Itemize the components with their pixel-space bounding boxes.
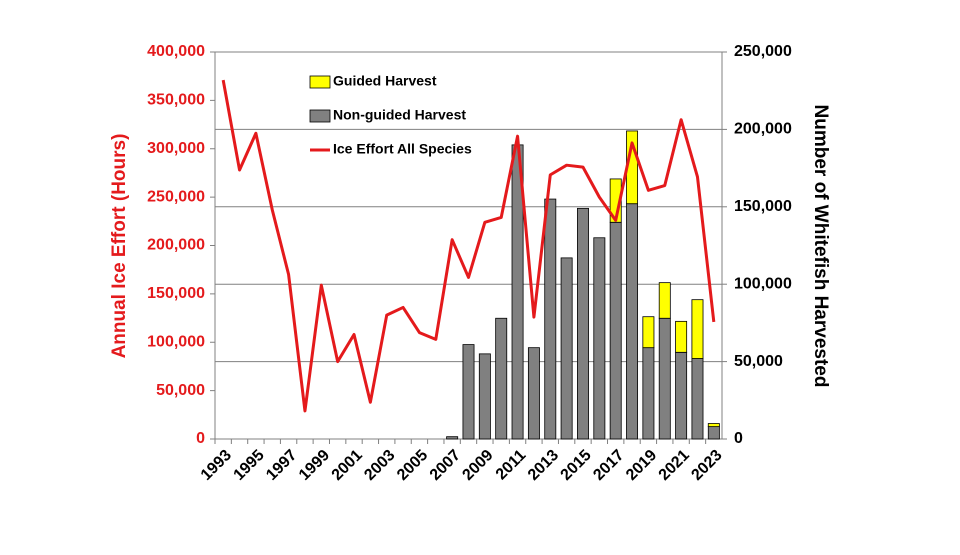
y-tick-label: 50,000 <box>156 382 205 399</box>
y2-tick-label: 150,000 <box>734 198 792 215</box>
x-tick-label: 2001 <box>329 447 366 484</box>
x-tick-label: 2019 <box>623 447 660 484</box>
y-tick-label: 0 <box>196 430 205 447</box>
y-tick-label: 400,000 <box>147 43 205 60</box>
legend-label: Non-guided Harvest <box>333 107 466 123</box>
legend-label: Ice Effort All Species <box>333 141 472 157</box>
x-tick-label: 1995 <box>231 447 268 484</box>
bar-segment <box>642 316 655 349</box>
bar-segment <box>544 198 557 440</box>
y2-tick-label: 50,000 <box>734 353 783 370</box>
x-tick-label: 1999 <box>296 447 333 484</box>
bar-segment <box>675 320 688 353</box>
bar-segment <box>658 317 671 440</box>
line <box>221 79 716 413</box>
y-tick-label: 350,000 <box>147 92 205 109</box>
x-tick-label: 2013 <box>525 447 562 484</box>
x-tick-label: 1993 <box>198 447 235 484</box>
y2-tick-label: 0 <box>734 430 743 447</box>
bar-segment <box>609 221 622 440</box>
bar-segment <box>593 237 606 440</box>
bar-segment <box>462 344 475 440</box>
y-tick-label: 250,000 <box>147 188 205 205</box>
x-tick-label: 2005 <box>394 447 431 484</box>
y2-tick-label: 100,000 <box>734 275 792 292</box>
x-tick-label: 2021 <box>656 447 693 484</box>
bar-segment <box>495 317 508 440</box>
x-tick-label: 2017 <box>590 447 627 484</box>
y-axis-title: Annual Ice Effort (Hours) <box>109 134 130 359</box>
y2-axis-title: Number of Whitefish Harvested <box>810 105 831 388</box>
x-tick-label: 2011 <box>493 447 530 484</box>
x-tick-label: 2003 <box>361 447 398 484</box>
y2-tick-label: 200,000 <box>734 121 792 138</box>
x-tick-label: 2015 <box>558 447 595 484</box>
bar-segment <box>446 436 459 440</box>
bar-segment <box>691 358 704 440</box>
legend-swatch <box>309 75 331 89</box>
bar-segment <box>527 347 540 440</box>
bar-segment <box>560 257 573 440</box>
y-tick-label: 300,000 <box>147 140 205 157</box>
y-tick-label: 100,000 <box>147 333 205 350</box>
bar-segment <box>626 203 639 440</box>
legend-swatch <box>309 109 331 123</box>
x-tick-label: 2007 <box>427 447 464 484</box>
bar-segment <box>658 282 671 319</box>
y-tick-label: 150,000 <box>147 285 205 302</box>
bar-segment <box>478 353 491 440</box>
x-tick-label: 1997 <box>263 447 300 484</box>
legend-label: Guided Harvest <box>333 73 437 89</box>
bar-segment <box>675 351 688 440</box>
x-tick-label: 2009 <box>459 447 496 484</box>
y-tick-label: 200,000 <box>147 237 205 254</box>
y2-tick-label: 250,000 <box>734 43 792 60</box>
bar-segment <box>577 207 589 440</box>
x-tick-label: 2023 <box>688 447 725 484</box>
bar-segment <box>707 426 720 440</box>
bar-segment <box>707 423 720 428</box>
bar-segment <box>642 347 655 440</box>
bar-segment <box>691 299 704 359</box>
